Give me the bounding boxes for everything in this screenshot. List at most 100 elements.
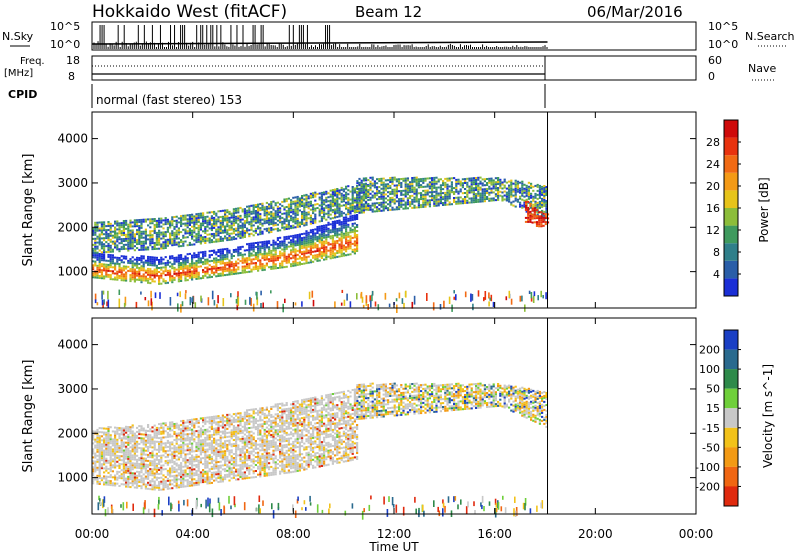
- data-cell: [444, 182, 446, 184]
- data-cell: [523, 196, 525, 198]
- data-cell: [165, 245, 167, 247]
- data-cell: [257, 254, 259, 256]
- data-cell: [259, 247, 261, 249]
- data-cell: [160, 473, 162, 475]
- data-cell: [424, 200, 426, 202]
- data-cell: [224, 256, 226, 258]
- data-cell: [105, 264, 107, 266]
- data-cell: [173, 240, 175, 242]
- data-cell: [118, 226, 120, 228]
- data-cell: [475, 179, 477, 181]
- data-cell: [281, 221, 283, 223]
- data-cell: [202, 269, 204, 271]
- data-cell: [123, 461, 125, 463]
- data-cell: [526, 187, 528, 189]
- data-cell: [242, 235, 244, 237]
- data-cell: [321, 257, 323, 259]
- data-cell: [156, 485, 158, 487]
- data-cell: [248, 221, 250, 223]
- data-cell: [99, 261, 101, 263]
- data-cell: [132, 424, 134, 426]
- data-cell: [358, 192, 360, 194]
- data-cell: [101, 225, 103, 227]
- data-cell: [231, 253, 233, 255]
- data-cell: [294, 254, 296, 256]
- data-cell: [499, 179, 501, 181]
- data-cell: [416, 201, 418, 203]
- data-cell: [290, 205, 292, 207]
- data-cell: [248, 209, 250, 211]
- data-cell: [310, 195, 312, 197]
- data-cell: [123, 442, 125, 444]
- data-cell: [294, 240, 296, 242]
- data-cell: [136, 477, 138, 479]
- data-cell: [367, 209, 369, 211]
- data-cell: [347, 254, 349, 256]
- data-cell: [138, 271, 140, 273]
- data-cell: [132, 233, 134, 235]
- data-cell: [334, 223, 336, 225]
- data-cell: [299, 252, 301, 254]
- data-cell: [162, 437, 164, 439]
- data-cell: [160, 433, 162, 435]
- data-cell: [279, 265, 281, 267]
- data-cell: [132, 468, 134, 470]
- data-cell: [536, 209, 538, 211]
- data-cell: [143, 430, 145, 432]
- data-cell: [255, 228, 257, 230]
- data-cell: [345, 214, 347, 216]
- data-cell: [292, 217, 294, 219]
- data-cell: [140, 257, 142, 259]
- data-cell: [165, 243, 167, 245]
- data-cell: [537, 184, 539, 186]
- data-cell: [103, 446, 105, 448]
- data-cell: [369, 183, 371, 185]
- data-cell: [543, 205, 545, 207]
- data-cell: [187, 267, 189, 269]
- data-cell: [521, 207, 523, 209]
- data-cell: [532, 190, 534, 192]
- data-cell: [288, 198, 290, 200]
- data-cell: [299, 226, 301, 228]
- data-cell: [255, 246, 257, 248]
- data-cell: [305, 222, 307, 224]
- data-cell: [391, 209, 393, 211]
- data-cell: [334, 209, 336, 211]
- data-cell: [462, 178, 464, 180]
- data-cell: [405, 180, 407, 182]
- data-cell: [110, 456, 112, 458]
- data-cell: [277, 230, 279, 232]
- data-cell: [405, 196, 407, 198]
- data-cell: [158, 222, 160, 224]
- data-cell: [356, 246, 358, 248]
- data-cell: [292, 213, 294, 215]
- data-cell: [147, 450, 149, 452]
- data-cell: [123, 479, 125, 481]
- data-cell: [369, 187, 371, 189]
- data-cell: [209, 233, 211, 235]
- data-cell: [449, 190, 451, 192]
- data-cell: [114, 443, 116, 445]
- data-cell: [334, 193, 336, 195]
- data-cell: [297, 244, 299, 246]
- data-cell: [545, 217, 547, 219]
- data-cell: [330, 249, 332, 251]
- data-cell: [154, 445, 156, 447]
- data-cell: [101, 241, 103, 243]
- data-cell: [143, 257, 145, 259]
- data-cell: [446, 178, 448, 180]
- data-cell: [228, 266, 230, 268]
- data-cell: [297, 226, 299, 228]
- data-cell: [253, 216, 255, 218]
- data-cell: [292, 225, 294, 227]
- data-cell: [160, 267, 162, 269]
- data-cell: [94, 471, 96, 473]
- data-cell: [383, 200, 385, 202]
- data-cell: [149, 264, 151, 266]
- data-cell: [136, 231, 138, 233]
- data-cell: [316, 250, 318, 252]
- data-cell: [345, 240, 347, 242]
- data-cell: [466, 186, 468, 188]
- data-cell: [482, 192, 484, 194]
- data-cell: [319, 226, 321, 228]
